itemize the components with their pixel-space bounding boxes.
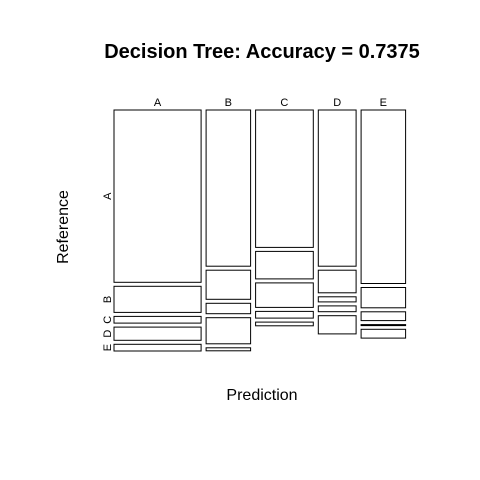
tile-pred-b-ref-d: [205, 317, 252, 345]
x-tick-labels: A B C D E: [154, 97, 387, 109]
chart-title: Decision Tree: Accuracy = 0.7375: [104, 41, 420, 63]
y-tick-label-d: D: [102, 330, 114, 338]
tile-pred-a-ref-c: [113, 315, 202, 324]
tile-pred-c-ref-e: [255, 321, 314, 327]
x-tick-label-d: D: [333, 97, 341, 109]
tile-pred-e-ref-b: [360, 287, 407, 309]
tile-pred-d-ref-a: [317, 109, 357, 267]
tile-pred-b-ref-c: [205, 302, 252, 315]
y-tick-label-e: E: [102, 344, 114, 351]
tile-pred-b-ref-e: [205, 347, 252, 352]
y-axis-title: Reference: [55, 190, 72, 264]
y-tick-label-c: C: [102, 316, 114, 324]
x-tick-label-c: C: [280, 97, 288, 109]
x-tick-label-a: A: [154, 97, 162, 109]
tile-pred-e-ref-e: [360, 328, 407, 339]
x-tick-label-e: E: [380, 97, 387, 109]
tile-pred-d-ref-d: [317, 305, 357, 313]
y-tick-labels: A B CDE: [102, 192, 114, 351]
tile-pred-c-ref-a: [255, 109, 314, 248]
tile-pred-b-ref-a: [205, 109, 252, 267]
x-tick-label-b: B: [225, 97, 232, 109]
tile-pred-a-ref-b: [113, 285, 202, 313]
tile-pred-b-ref-b: [205, 269, 252, 300]
tile-pred-d-ref-b: [317, 269, 357, 294]
tile-pred-c-ref-d: [255, 310, 314, 319]
tile-pred-c-ref-b: [255, 250, 314, 280]
tile-pred-e-ref-a: [360, 109, 407, 284]
y-tick-label-b: B: [102, 296, 114, 303]
tile-pred-e-ref-d: [360, 324, 407, 327]
y-tick-label-a: A: [102, 192, 114, 200]
tile-pred-c-ref-c: [255, 282, 314, 308]
tile-pred-e-ref-c: [360, 311, 407, 322]
tile-pred-d-ref-e: [317, 315, 357, 335]
tile-pred-d-ref-c: [317, 296, 357, 303]
tile-pred-a-ref-d: [113, 326, 202, 341]
tile-pred-a-ref-a: [113, 109, 202, 283]
x-axis-title: Prediction: [226, 387, 297, 404]
tile-pred-a-ref-e: [113, 343, 202, 352]
mosaic-tiles: [113, 109, 407, 352]
